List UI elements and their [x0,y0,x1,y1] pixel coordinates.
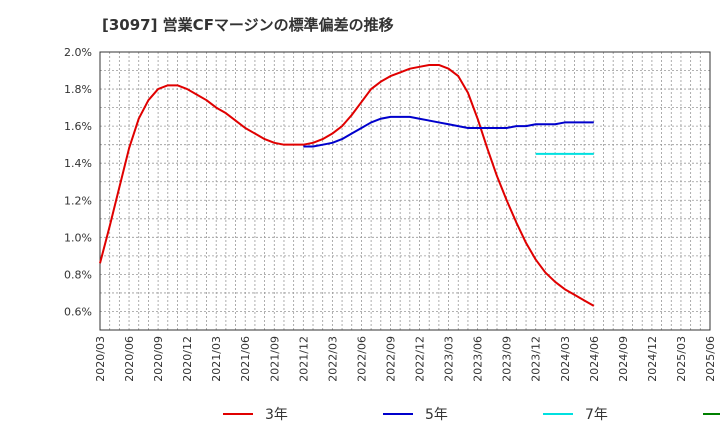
x-tick-label: 2023/12 [530,336,543,382]
x-axis-ticks: 2020/03 2020/06 2020/09 2020/12 2021/03 2021/… [94,336,717,382]
x-tick-label: 2022/03 [326,336,339,382]
y-tick-label: 1.0% [64,231,92,244]
x-tick-label: 2024/06 [588,336,601,382]
x-tick-label: 2020/09 [152,336,165,382]
x-tick-label: 2023/06 [472,336,485,382]
plot-area-frame [99,51,711,331]
x-tick-label: 2021/09 [268,336,281,382]
x-tick-label: 2025/03 [675,336,688,382]
y-tick-label: 2.0% [64,46,92,59]
x-tick-label: 2024/12 [646,336,659,382]
x-tick-label: 2025/06 [704,336,717,382]
y-tick-label: 1.2% [64,194,92,207]
x-tick-label: 2021/06 [239,336,252,382]
y-tick-label: 1.4% [64,157,92,170]
x-tick-label: 2022/06 [355,336,368,382]
x-tick-label: 2020/12 [181,336,194,382]
x-tick-label: 2021/03 [210,336,223,382]
x-tick-label: 2020/03 [94,336,107,382]
y-axis-ticks: 2.0% 1.8% 1.6% 1.4% 1.2% 1.0% 0.8% 0.6% [64,46,92,318]
series-line-3年 [99,63,595,307]
legend: 3年5年7年10年 [223,407,720,423]
legend-label: 5年 [425,407,448,423]
x-tick-label: 2022/09 [384,336,397,382]
x-tick-label: 2021/12 [297,336,310,382]
x-tick-label: 2020/06 [123,336,136,382]
x-tick-label: 2023/09 [501,336,514,382]
x-tick-label: 2024/09 [617,336,630,382]
series-lines [99,63,595,307]
x-tick-label: 2024/03 [559,336,572,382]
chart-title: [3097] 営業CFマージンの標準偏差の推移 [102,16,394,34]
y-tick-label: 0.6% [64,305,92,318]
grid [100,52,710,330]
legend-label: 3年 [265,407,288,423]
x-tick-label: 2022/12 [414,336,427,382]
y-tick-label: 1.8% [64,83,92,96]
series-line-5年 [303,115,594,148]
legend-label: 7年 [585,407,608,423]
x-tick-label: 2023/03 [443,336,456,382]
y-tick-label: 0.8% [64,268,92,281]
y-tick-label: 1.6% [64,120,92,133]
